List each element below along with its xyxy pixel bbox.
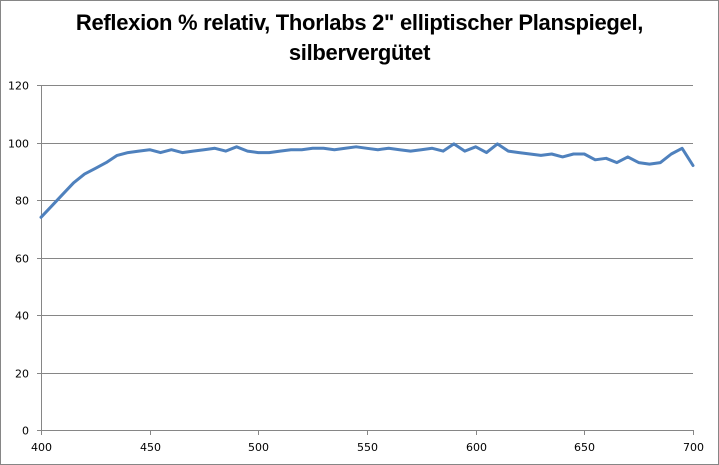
y-tick-label: 60 — [15, 253, 29, 266]
x-tick-label: 400 — [31, 441, 52, 454]
y-tick-label: 80 — [15, 195, 29, 208]
y-tick-label: 0 — [22, 425, 29, 438]
y-tick-label: 40 — [15, 310, 29, 323]
y-axis-tick-labels: 0 20 40 60 80 100 120 — [8, 80, 29, 438]
y-tick-label: 120 — [8, 80, 29, 93]
reflexion-series-line — [39, 142, 695, 219]
y-tick-label: 100 — [8, 138, 29, 151]
x-tick-label: 450 — [140, 441, 161, 454]
x-tick-label: 550 — [357, 441, 378, 454]
chart-title-line-1: Reflexion % relativ, Thorlabs 2" ellipti… — [75, 10, 644, 35]
x-tick-label: 600 — [466, 441, 487, 454]
axes — [37, 85, 694, 435]
x-tick-label: 500 — [248, 441, 269, 454]
chart-title-line-2: silbervergütet — [288, 40, 431, 65]
chart-title: Reflexion % relativ, Thorlabs 2" ellipti… — [0, 8, 719, 68]
x-tick-label: 650 — [574, 441, 595, 454]
y-tick-label: 20 — [15, 368, 29, 381]
x-tick-label: 700 — [683, 441, 704, 454]
x-axis-tick-labels: 400 450 500 550 600 650 700 — [31, 441, 704, 454]
gridlines — [41, 85, 693, 374]
